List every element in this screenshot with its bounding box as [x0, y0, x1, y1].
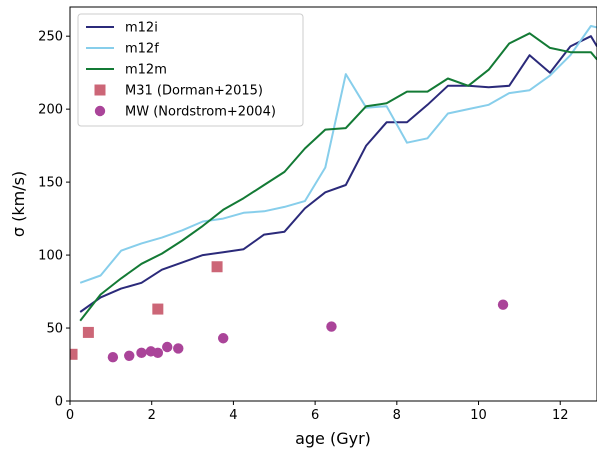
data-point-m31-dorman-2015: [82, 326, 94, 338]
data-point-m31-dorman-2015: [70, 348, 78, 360]
legend-label-m12i: m12i: [125, 21, 158, 36]
legend-label-m12m: m12m: [125, 63, 167, 78]
x-tick-label: 8: [393, 408, 401, 423]
y-tick-label: 100: [38, 249, 63, 264]
x-tick-label: 6: [311, 408, 319, 423]
data-point-mw-nordstrom-2004: [124, 350, 135, 361]
data-point-mw-nordstrom-2004: [217, 333, 229, 344]
data-point-mw-nordstrom-2004: [326, 321, 337, 332]
y-tick-label: 250: [38, 30, 63, 45]
data-point-mw-nordstrom-2004: [136, 347, 147, 359]
y-tick-label: 50: [46, 322, 63, 337]
data-point-m31-dorman-2015: [211, 261, 223, 273]
legend-swatch-mw-nordstrom-2004: [94, 105, 106, 117]
x-tick-label: 2: [148, 408, 156, 423]
x-tick-label: 12: [552, 408, 569, 423]
data-point-mw-nordstrom-2004: [497, 299, 509, 310]
legend-label-m12f: m12f: [125, 42, 159, 57]
x-tick-label: 0: [66, 408, 74, 423]
data-point-m31-dorman-2015: [152, 303, 164, 315]
data-point-mw-nordstrom-2004: [152, 347, 164, 359]
data-point-mw-nordstrom-2004: [107, 352, 119, 363]
x-axis-label: age (Gyr): [295, 429, 371, 448]
series-line-m12f: [79, 25, 597, 284]
y-axis-label: σ (km/s): [9, 171, 28, 237]
plot-frame: [69, 6, 597, 402]
legend: m12i m12f m12m M31 (Dorman+2015) MW (Nordstr…: [77, 13, 304, 127]
legend-frame: [77, 13, 304, 127]
x-axis: 0 2 4 6 8 10 12: [66, 401, 569, 423]
x-tick-label: 4: [229, 408, 237, 423]
series-line-m12m: [79, 32, 597, 322]
y-tick-label: 150: [38, 176, 63, 191]
legend-label-m31-dorman-2015: M31 (Dorman+2015): [125, 84, 263, 99]
legend-label-mw-nordstrom-2004: MW (Nordstrom+2004): [125, 105, 276, 120]
data-point-mw-nordstrom-2004: [173, 343, 184, 354]
x-tick-label: 10: [470, 408, 487, 423]
y-tick-label: 0: [55, 395, 63, 410]
series-layer: [70, 25, 597, 363]
legend-swatch-m31-dorman-2015: [94, 84, 106, 96]
y-axis: 0 50 100 150 200 250: [38, 30, 70, 410]
y-tick-label: 200: [38, 103, 63, 118]
series-line-m12i: [79, 35, 597, 313]
data-point-mw-nordstrom-2004: [162, 341, 173, 353]
